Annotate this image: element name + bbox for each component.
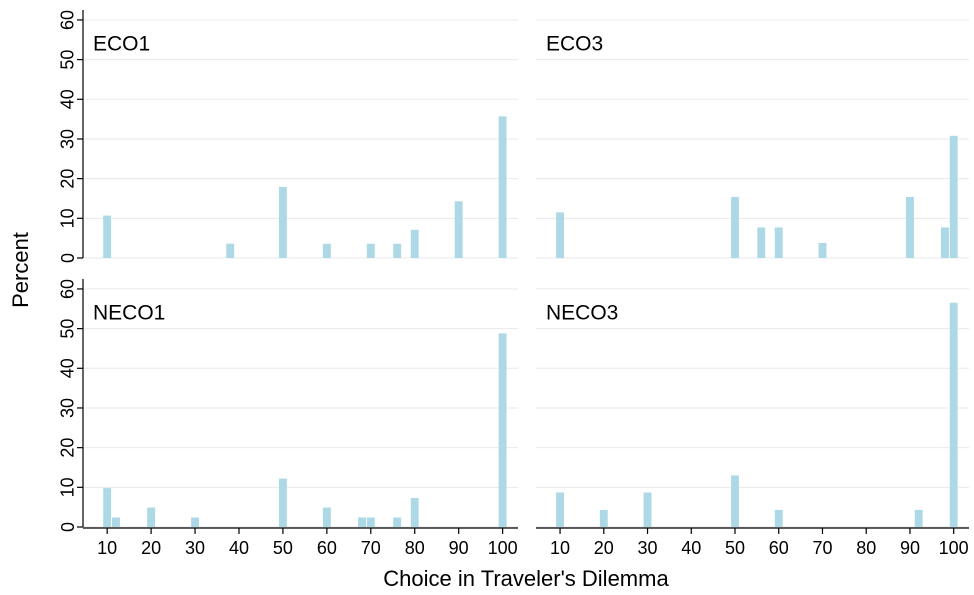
y-axis-label: Percent — [8, 232, 33, 308]
bar — [278, 186, 287, 258]
x-tick-label: 70 — [361, 538, 381, 558]
bar — [731, 196, 739, 258]
bar — [103, 488, 112, 527]
bar — [226, 243, 235, 258]
panel-title: NECO1 — [93, 302, 165, 325]
bar — [366, 517, 375, 527]
y-tick-label: 60 — [58, 10, 78, 30]
bar — [949, 135, 958, 258]
bar — [322, 243, 331, 258]
bar — [818, 242, 827, 258]
x-tick-label: 50 — [725, 538, 745, 558]
x-tick-label: 10 — [97, 538, 117, 558]
y-tick-label: 50 — [58, 50, 78, 70]
y-tick-label: 0 — [58, 522, 78, 532]
bar — [906, 196, 914, 258]
y-tick-label: 20 — [58, 169, 78, 189]
y-tick-label: 0 — [58, 253, 78, 263]
panel-title: ECO3 — [546, 33, 603, 56]
bar — [556, 492, 564, 527]
bar — [774, 509, 783, 527]
x-tick-label: 30 — [185, 538, 205, 558]
bar — [599, 509, 608, 527]
bar — [191, 517, 199, 527]
x-tick-label: 90 — [449, 538, 469, 558]
bar — [949, 302, 958, 527]
bar — [498, 333, 507, 527]
y-tick-label: 40 — [58, 89, 78, 109]
y-tick-label: 60 — [58, 279, 78, 299]
bar — [757, 227, 766, 258]
y-tick-label: 50 — [58, 319, 78, 339]
x-tick-label: 60 — [317, 538, 337, 558]
bar — [914, 509, 923, 527]
bar — [366, 243, 375, 258]
x-tick-label: 100 — [939, 538, 969, 558]
bar — [358, 517, 366, 527]
bar — [103, 215, 112, 258]
bar — [410, 498, 419, 527]
x-tick-label: 70 — [812, 538, 832, 558]
bar — [147, 507, 156, 527]
x-axis-label: Choice in Traveler's Dilemma — [383, 566, 669, 591]
x-tick-label: 40 — [681, 538, 701, 558]
x-tick-label: 100 — [488, 538, 518, 558]
x-tick-label: 80 — [856, 538, 876, 558]
x-tick-label: 10 — [550, 538, 570, 558]
x-tick-label: 60 — [769, 538, 789, 558]
x-tick-label: 40 — [229, 538, 249, 558]
bar — [410, 229, 419, 258]
y-tick-label: 20 — [58, 438, 78, 458]
x-tick-label: 80 — [405, 538, 425, 558]
x-tick-label: 20 — [594, 538, 614, 558]
y-tick-label: 10 — [58, 208, 78, 228]
bar — [731, 475, 739, 527]
bar — [643, 492, 652, 527]
bar — [774, 227, 783, 258]
bar — [393, 517, 402, 527]
bar — [278, 478, 287, 527]
panel-title: ECO1 — [93, 33, 150, 56]
bar — [941, 227, 949, 258]
x-tick-label: 90 — [900, 538, 920, 558]
y-tick-label: 40 — [58, 358, 78, 378]
x-tick-label: 20 — [141, 538, 161, 558]
panel-title: NECO3 — [546, 302, 618, 325]
bar — [454, 201, 463, 258]
bar — [322, 507, 331, 527]
bar — [498, 116, 507, 258]
x-tick-label: 30 — [638, 538, 658, 558]
bar — [556, 212, 564, 258]
y-tick-label: 30 — [58, 129, 78, 149]
y-tick-label: 10 — [58, 477, 78, 497]
x-tick-label: 50 — [273, 538, 293, 558]
bar — [393, 243, 402, 258]
bar — [112, 517, 120, 527]
y-tick-label: 30 — [58, 398, 78, 418]
